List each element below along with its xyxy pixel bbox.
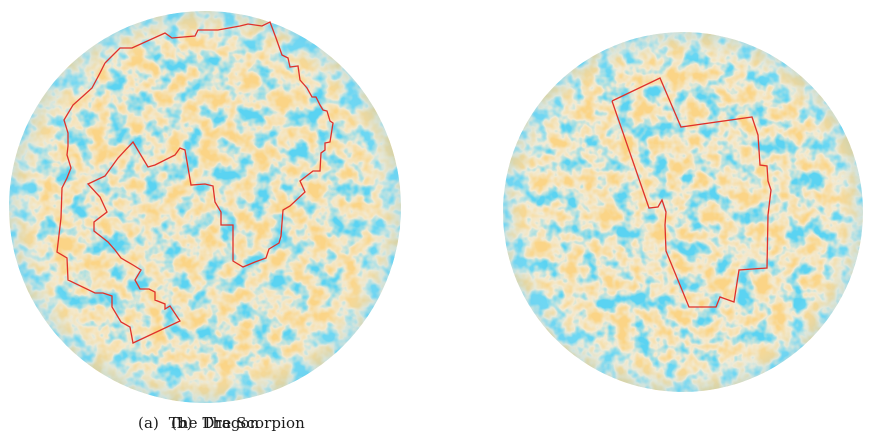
scorpion-region-outline bbox=[611, 77, 772, 308]
panel-dragon bbox=[0, 0, 410, 443]
panel-scorpion bbox=[496, 0, 876, 443]
caption-scorpion: (b) The Scorpion bbox=[171, 414, 305, 432]
caption-label: (a) bbox=[138, 414, 159, 432]
caption-dragon: (a) The Dragon bbox=[138, 414, 259, 432]
sky-sphere-dragon bbox=[9, 11, 401, 403]
caption-label: (b) bbox=[171, 414, 193, 432]
dragon-region-outline bbox=[56, 21, 334, 344]
caption-text: The Scorpion bbox=[202, 414, 305, 432]
caption-text: The Dragon bbox=[168, 414, 260, 432]
sky-sphere-scorpion bbox=[503, 32, 863, 392]
